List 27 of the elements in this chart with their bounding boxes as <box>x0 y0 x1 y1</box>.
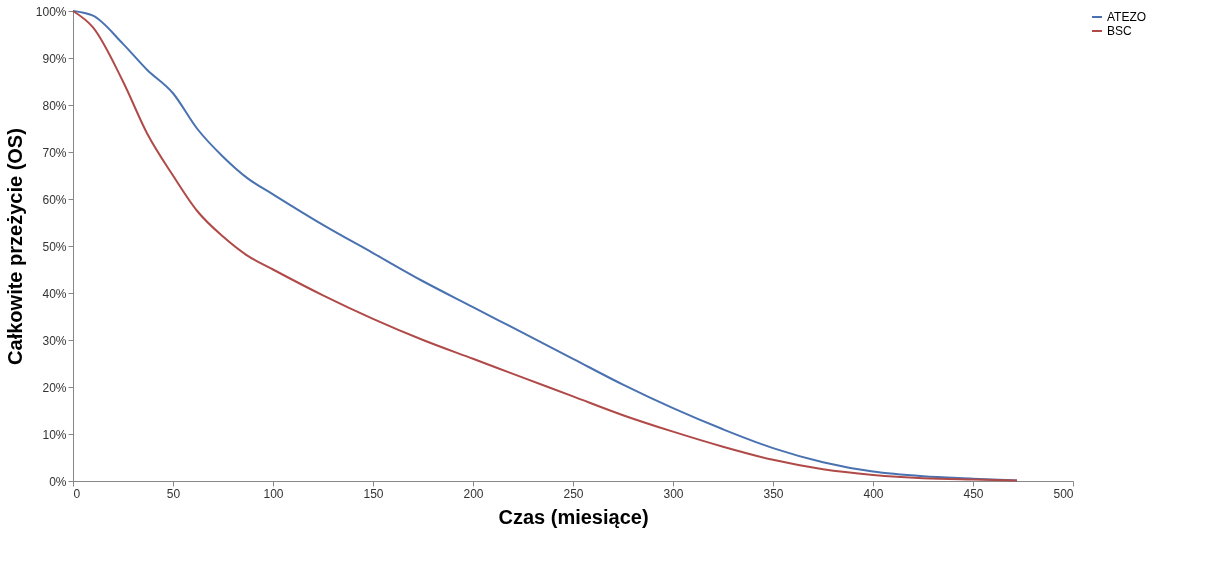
x-tick-label: 100 <box>263 486 284 501</box>
x-axis-title: Czas (miesiące) <box>498 505 649 528</box>
line-series <box>72 10 1018 482</box>
y-tick-label: 90% <box>42 51 67 66</box>
x-tick-label: 400 <box>863 486 884 501</box>
y-tick-label: 0% <box>49 474 67 489</box>
y-tick-label: 20% <box>42 380 67 395</box>
y-tick-label: 100% <box>35 4 67 19</box>
legend-label: BSC <box>1107 24 1133 38</box>
x-tick-label: 300 <box>663 486 684 501</box>
x-tick-label: 450 <box>963 486 984 501</box>
y-tick-label: 40% <box>42 286 67 301</box>
y-tick-label: 10% <box>42 427 67 442</box>
y-tick-label: 70% <box>42 145 67 160</box>
y-axis-title: Całkowite przeżycie (OS) <box>3 128 26 365</box>
x-tick-label: 50 <box>166 486 181 501</box>
legend-label: ATEZO <box>1107 10 1147 24</box>
x-tick-label: 0 <box>73 486 81 501</box>
y-tick-label: 80% <box>42 98 67 113</box>
x-tick-label: 250 <box>563 486 584 501</box>
y-tick-label: 60% <box>42 192 67 207</box>
x-tick-label: 500 <box>1053 486 1074 501</box>
x-tick-label: 350 <box>763 486 784 501</box>
x-tick-label: 150 <box>363 486 384 501</box>
y-tick-label: 50% <box>42 239 67 254</box>
x-tick-label: 200 <box>463 486 484 501</box>
y-tick-label: 30% <box>42 333 67 348</box>
